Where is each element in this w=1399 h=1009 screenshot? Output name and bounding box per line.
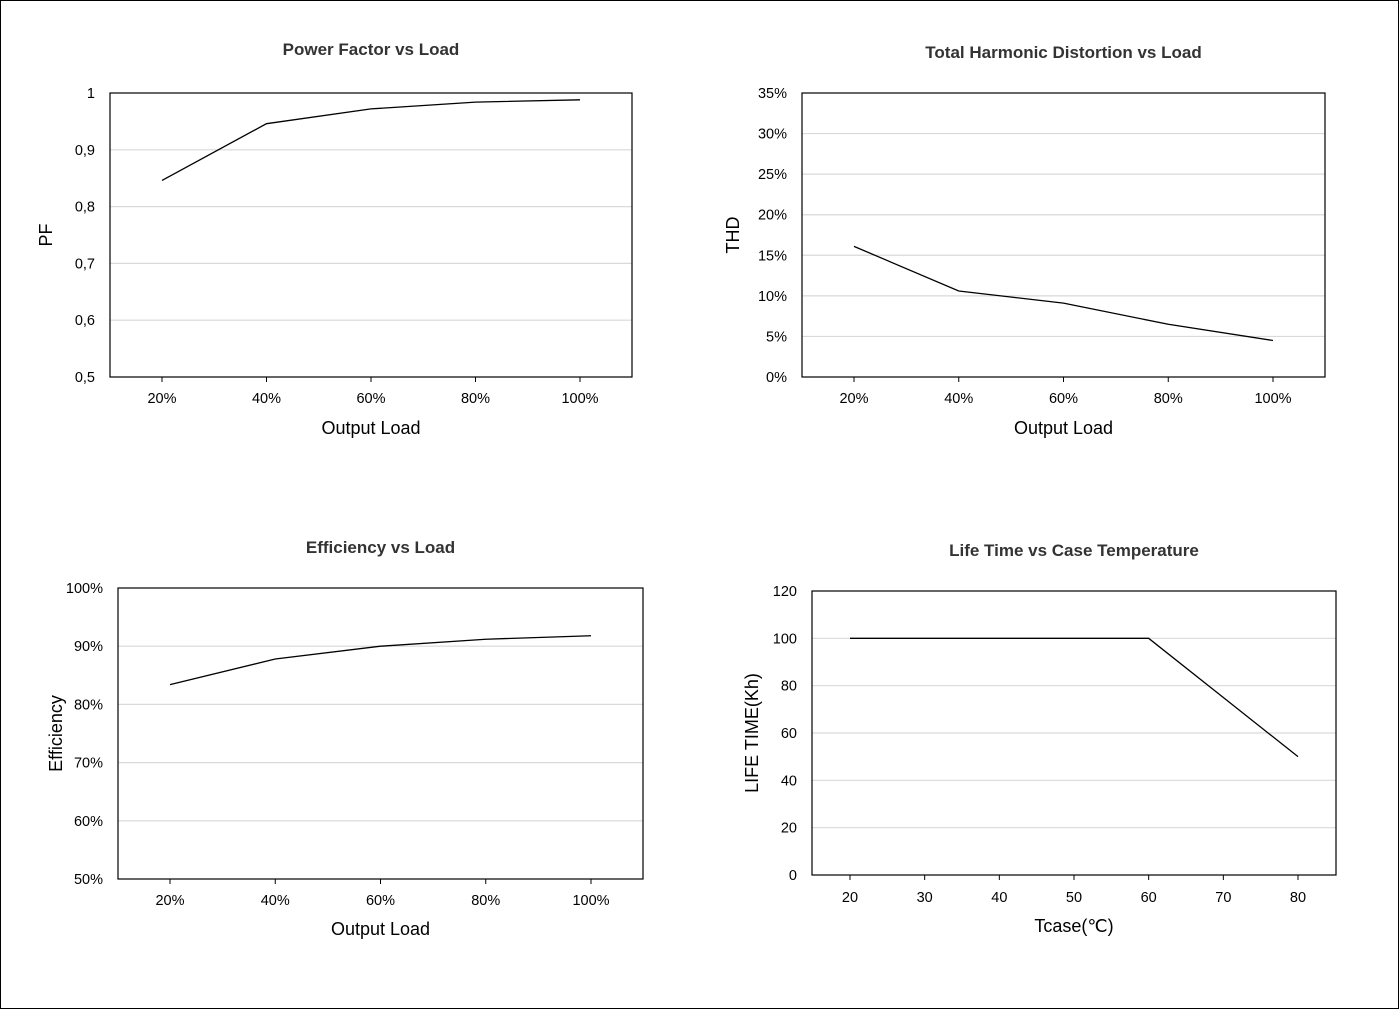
x-tick-label: 80% <box>1154 391 1183 407</box>
series-line <box>850 637 1299 758</box>
chart-title: Power Factor vs Load <box>283 40 460 59</box>
x-tick-label: 40% <box>261 893 290 909</box>
chart-title: Total Harmonic Distortion vs Load <box>925 43 1201 62</box>
chart-3: 50% 60% 70% 80% 90% 100% 20% 40% 60% 80% 100% Effic… <box>46 538 644 939</box>
plot-area <box>109 92 633 378</box>
y-tick-label: 35% <box>758 86 787 102</box>
y-tick-label: 40 <box>781 773 797 789</box>
y-tick-label: 100 <box>773 631 797 647</box>
y-tick-label: 0 <box>789 868 797 884</box>
x-tick-label: 60% <box>1049 391 1078 407</box>
y-tick-label: 0,7 <box>75 256 95 272</box>
x-tick-label: 60 <box>1141 890 1157 906</box>
x-tick-label: 20% <box>147 391 176 407</box>
x-axis-label: Output Load <box>321 418 420 438</box>
y-tick-label: 120 <box>773 584 797 600</box>
y-tick-label: 60 <box>781 726 797 742</box>
y-tick-label: 80 <box>781 679 797 695</box>
x-tick-label: 20% <box>155 893 184 909</box>
chart-title: Efficiency vs Load <box>306 538 455 557</box>
x-axis-label: Output Load <box>331 919 430 939</box>
x-tick-label: 40% <box>944 391 973 407</box>
y-axis-label: THD <box>723 217 743 254</box>
y-tick-label: 25% <box>758 167 787 183</box>
x-tick-label: 70 <box>1215 890 1231 906</box>
y-tick-label: 20 <box>781 821 797 837</box>
x-tick-label: 80% <box>461 391 490 407</box>
series-line <box>161 99 581 182</box>
series-line <box>853 245 1274 342</box>
y-tick-label: 70% <box>74 756 103 772</box>
chart-1: 0,5 0,6 0,7 0,8 0,9 1 20% 40% 60% 80% 100% Power Fa… <box>36 40 633 438</box>
y-tick-label: 0,9 <box>75 143 95 159</box>
x-tick-label: 80 <box>1290 890 1306 906</box>
x-tick-label: 20 <box>842 890 858 906</box>
y-tick-label: 0,6 <box>75 313 95 329</box>
y-tick-label: 15% <box>758 248 787 264</box>
x-tick-label: 20% <box>839 391 868 407</box>
plot-area <box>117 587 644 880</box>
y-tick-label: 5% <box>766 329 787 345</box>
x-tick-label: 30 <box>917 890 933 906</box>
y-tick-label: 60% <box>74 814 103 830</box>
x-tick-label: 80% <box>471 893 500 909</box>
chart-4: 0 20 40 60 80 100 120 20 30 40 50 60 70 80 Life Time v… <box>742 541 1337 936</box>
x-tick-label: 60% <box>356 391 385 407</box>
x-axis-label: Output Load <box>1014 418 1113 438</box>
y-tick-label: 0% <box>766 370 787 386</box>
y-tick-label: 0,8 <box>75 200 95 216</box>
x-tick-label: 40% <box>252 391 281 407</box>
series-line <box>169 635 592 686</box>
x-axis-label: Tcase(℃) <box>1034 916 1113 936</box>
x-tick-label: 50 <box>1066 890 1082 906</box>
y-tick-label: 50% <box>74 872 103 888</box>
y-axis-label: PF <box>36 223 56 246</box>
y-tick-label: 80% <box>74 697 103 713</box>
y-tick-label: 100% <box>66 581 103 597</box>
y-tick-label: 1 <box>87 86 95 102</box>
x-tick-label: 60% <box>366 893 395 909</box>
y-tick-label: 10% <box>758 289 787 305</box>
x-tick-label: 100% <box>1254 391 1291 407</box>
x-tick-label: 100% <box>572 893 609 909</box>
chart-2: 0% 5% 10% 15% 20% 25% 30% 35% 20% 40% 60% 80% 100% To… <box>723 43 1326 438</box>
x-tick-label: 100% <box>561 391 598 407</box>
y-tick-label: 90% <box>74 639 103 655</box>
y-tick-label: 20% <box>758 208 787 224</box>
y-tick-label: 0,5 <box>75 370 95 386</box>
y-tick-label: 30% <box>758 127 787 143</box>
chart-title: Life Time vs Case Temperature <box>949 541 1199 560</box>
y-axis-label: LIFE TIME(Kh) <box>742 673 762 793</box>
x-tick-label: 40 <box>991 890 1007 906</box>
plot-area <box>801 92 1326 378</box>
y-axis-label: Efficiency <box>46 695 66 772</box>
